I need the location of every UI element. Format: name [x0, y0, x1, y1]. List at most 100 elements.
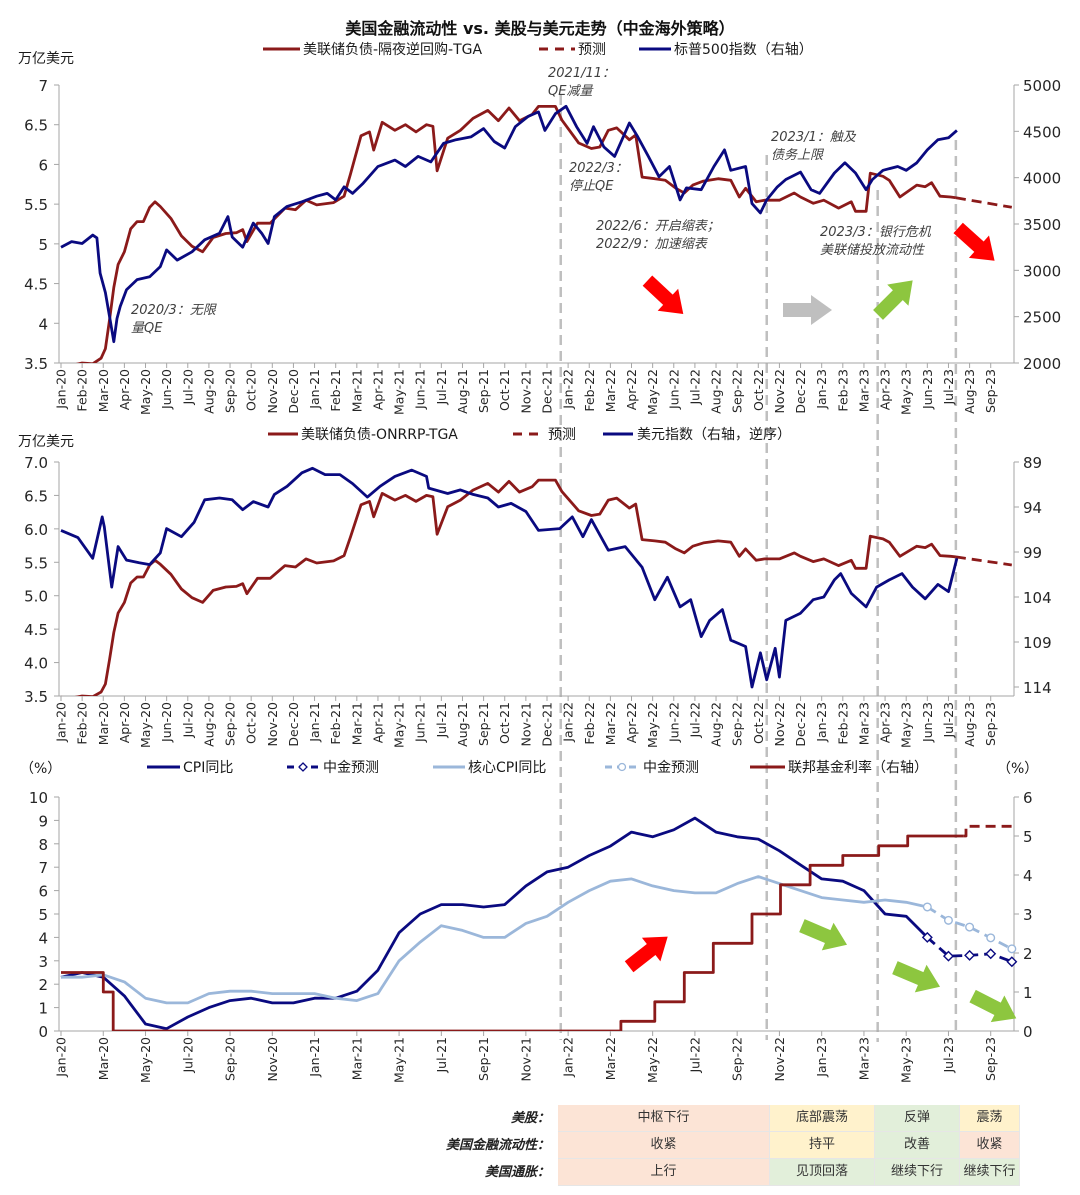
left-axis-tick-label: 7 — [38, 859, 48, 877]
x-axis-tick-label: Apr-23 — [878, 702, 893, 743]
x-axis-tick-label: Apr-23 — [878, 369, 893, 410]
charts-canvas: 美国金融流动性 vs. 美股与美元走势（中金海外策略） 美联储负债-隔夜逆回购-… — [18, 19, 1062, 1084]
x-axis-tick-label: Apr-21 — [370, 369, 385, 410]
right-axis-tick-label: 5 — [1023, 828, 1033, 846]
left-axis-tick-label: 8 — [38, 836, 48, 854]
x-axis-tick-label: Jan-23 — [814, 702, 829, 743]
x-axis-tick-label: Jun-21 — [413, 702, 428, 743]
x-axis-tick-label: Feb-21 — [328, 369, 343, 412]
x-axis-tick-label: Jul-23 — [941, 1037, 956, 1074]
forecast-point-circle — [1007, 944, 1017, 954]
right-axis-tick-label: 114 — [1023, 679, 1052, 697]
x-axis-tick-label: May-23 — [899, 1037, 914, 1083]
x-axis-tick-label: Sep-21 — [476, 1037, 491, 1081]
x-axis-tick-label: Jul-21 — [434, 702, 449, 739]
x-axis-tick-label: Oct-22 — [751, 369, 766, 411]
right-axis-tick-label: 4 — [1023, 867, 1033, 885]
left-axis-tick-label: 6.0 — [24, 521, 48, 539]
trend-arrow-down-right-icon — [892, 961, 941, 993]
x-axis-tick-label: Oct-20 — [244, 702, 259, 744]
x-axis-tick-label: Aug-23 — [962, 702, 977, 747]
left-axis-tick-label: 6 — [38, 883, 48, 901]
legend-label-fed-liquidity: 美联储负债-隔夜逆回购-TGA — [303, 42, 483, 58]
x-axis-tick-label: Jan-22 — [561, 1037, 576, 1078]
annotation-text: 2022/9：加速缩表 — [596, 237, 709, 252]
legend-chart-1: 美联储负债-隔夜逆回购-TGA 预测 标普500指数（右轴） — [263, 42, 813, 58]
left-axis-tick-label: 2 — [38, 976, 48, 994]
right-axis-tick-label: 94 — [1023, 499, 1042, 517]
x-axis-tick-label: Sep-20 — [223, 1037, 238, 1081]
x-axis-tick-label: Apr-22 — [624, 702, 639, 743]
x-axis-tick-label: Feb-20 — [75, 369, 90, 412]
table-cell: 收紧 — [558, 1132, 770, 1159]
table-row-us-liquidity: 美国金融流动性： 收紧 持平 改善 收紧 — [440, 1132, 1020, 1159]
x-axis-tick-label: Jun-22 — [666, 369, 681, 410]
legend-label-forecast: 预测 — [578, 42, 606, 58]
x-axis-tick-label: Oct-21 — [497, 702, 512, 744]
table-row-us-equity: 美股： 中枢下行 底部震荡 反弹 震荡 — [440, 1105, 1020, 1132]
legend-label-core-cpi: 核心CPI同比 — [468, 760, 546, 776]
left-axis-tick-label: 7.0 — [24, 454, 48, 472]
x-axis-tick-label: Mar-21 — [349, 1037, 364, 1080]
x-axis-tick-label: Jun-20 — [159, 369, 174, 410]
x-axis-tick-label: Mar-20 — [96, 1037, 111, 1080]
left-axis-tick-label: 6.5 — [24, 117, 48, 135]
x-axis-tick-label: Jul-20 — [180, 702, 195, 739]
row-label: 美国通胀： — [484, 1165, 550, 1180]
legend-diamond-marker-icon — [298, 762, 308, 772]
legend-label-fed-funds: 联邦基金利率（右轴） — [788, 759, 928, 776]
fed-funds-rate-line — [61, 834, 964, 1031]
table-cell: 改善 — [875, 1132, 960, 1159]
x-axis-tick-label: May-21 — [392, 1037, 407, 1083]
x-axis-tick-label: Mar-23 — [856, 369, 871, 412]
x-axis-tick-label: May-21 — [392, 702, 407, 748]
legend-label-fed-liquidity: 美联储负债-ONRRP-TGA — [301, 427, 458, 443]
table-cell: 震荡 — [960, 1105, 1020, 1132]
table-cell: 持平 — [770, 1132, 875, 1159]
table-cell: 收紧 — [960, 1132, 1020, 1159]
right-axis-tick-label: 109 — [1023, 634, 1052, 652]
table-cell: 见顶回落 — [770, 1159, 875, 1186]
x-axis-tick-label: Aug-20 — [201, 702, 216, 747]
x-axis-tick-label: Jun-21 — [413, 369, 428, 410]
x-axis-tick-label: May-20 — [138, 1037, 153, 1083]
left-axis-tick-label: 6.5 — [24, 487, 48, 505]
chart-panel-2: 3.5 4.0 4.5 5.0 5.5 6.0 6.5 7.0 89 94 99 104 109 114 J… — [24, 454, 1052, 748]
x-axis-tick-label: Jul-23 — [941, 369, 956, 406]
x-axis-tick-label: Jan-22 — [561, 702, 576, 743]
left-axis-tick-label: 4.5 — [24, 621, 48, 639]
right-axis-tick-label: 0 — [1023, 1023, 1033, 1041]
legend-chart-3: CPI同比 中金预测 核心CPI同比 中金预测 联邦基金利率（右轴） — [147, 759, 928, 776]
right-axis-tick-label: 89 — [1023, 454, 1042, 472]
x-axis-tick-label: Sep-22 — [730, 369, 745, 413]
legend-label-forecast: 预测 — [548, 427, 576, 443]
table-cell: 反弹 — [875, 1105, 960, 1132]
right-axis-tick-label: 3 — [1023, 906, 1033, 924]
x-axis-tick-label: May-22 — [645, 369, 660, 415]
annotation-text: 美联储投放流动性 — [820, 243, 926, 258]
left-axis-tick-label: 4.5 — [24, 276, 48, 294]
left-axis-tick-label: 3.5 — [24, 688, 48, 706]
fed-liquidity-forecast-line — [955, 555, 1013, 567]
forecast-point-circle — [965, 922, 975, 932]
x-axis-tick-label: Sep-23 — [983, 1037, 998, 1081]
fed-liquidity-line — [61, 478, 957, 696]
left-axis-tick-label: 5 — [38, 236, 48, 254]
fed-liquidity-forecast-line — [955, 196, 1013, 209]
left-axis-unit-chart-3: （%） — [20, 761, 61, 777]
x-axis-tick-label: May-21 — [392, 369, 407, 415]
x-axis-tick-label: Feb-22 — [582, 369, 597, 412]
right-axis-unit-chart-3: （%） — [997, 761, 1038, 777]
forecast-point-diamond — [1006, 956, 1018, 968]
forecast-point-circle — [986, 933, 996, 943]
x-axis-tick-label: Jul-22 — [687, 702, 702, 739]
right-axis-tick-label: 2500 — [1023, 309, 1061, 327]
x-axis-tick-label: Jan-21 — [307, 702, 322, 743]
x-axis-tick-label: Mar-20 — [96, 369, 111, 412]
annotation-text: QE减量 — [548, 84, 594, 99]
left-axis-tick-label: 5.5 — [24, 554, 48, 572]
row-label: 美国金融流动性： — [445, 1138, 550, 1153]
x-axis-tick-label: Apr-20 — [117, 369, 132, 410]
right-axis-tick-label: 3500 — [1023, 216, 1061, 234]
chart-panel-1: 3.5 4 4.5 5 5.5 6 6.5 7 2000 2500 3000 3500 4000 4500… — [24, 66, 1061, 415]
